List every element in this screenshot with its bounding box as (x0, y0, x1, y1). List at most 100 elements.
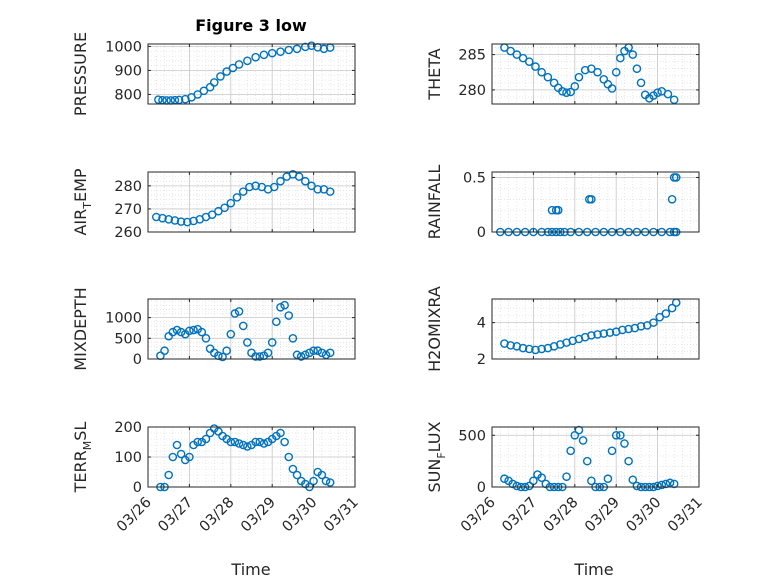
theta-point (628, 50, 638, 59)
air_temp-point (183, 217, 192, 227)
mixdepth-point (234, 307, 244, 316)
mixdepth-point (168, 327, 178, 337)
air_temp-point (245, 182, 254, 192)
terr_msl-point (276, 428, 285, 438)
x-tick-label: 03/31 (321, 495, 362, 536)
x-tick-label: 03/30 (280, 495, 321, 536)
mixdepth-point (301, 350, 310, 360)
theta-point (587, 64, 596, 74)
air_temp-point (226, 198, 236, 208)
air_temp-point (207, 210, 217, 219)
h2omixra-point (661, 309, 671, 318)
mixdepth-point (263, 348, 273, 358)
mixdepth-point (305, 348, 314, 358)
pressure-point (209, 78, 219, 87)
sun_flux-point (582, 456, 592, 466)
air_temp-point (301, 176, 310, 186)
sun_flux-point (512, 481, 522, 491)
axes-box (491, 171, 700, 233)
mixdepth-point (321, 350, 331, 360)
h2omixra-point (506, 341, 515, 350)
sun_flux-point (537, 473, 546, 482)
y-tick-label: 0 (477, 225, 486, 241)
axes-box (147, 171, 356, 233)
y-axis-label: THETA (425, 48, 444, 100)
mixdepth-point (172, 325, 182, 335)
theta-point (531, 62, 540, 71)
h2omixra-point (605, 328, 615, 337)
pressure-point (267, 48, 277, 58)
terr_msl-point (205, 428, 215, 438)
sun_flux-point (632, 481, 642, 491)
terr_msl-point (193, 437, 202, 447)
mixdepth-point (218, 352, 227, 362)
sun_flux-point (574, 425, 584, 435)
h2omixra-point (671, 298, 681, 307)
mixdepth-point (226, 329, 236, 339)
sun_flux-point (653, 481, 662, 491)
mixdepth-point (276, 302, 285, 312)
theta-point (543, 72, 553, 82)
pressure-point (319, 44, 329, 54)
y-tick-label: 260 (114, 225, 142, 241)
terr_msl-point (255, 437, 265, 447)
theta-point (632, 64, 642, 74)
mixdepth-point (189, 325, 198, 335)
terr_msl-point (292, 470, 302, 480)
pressure-point (292, 44, 302, 54)
pressure-point (251, 52, 260, 62)
air_temp-point (151, 212, 161, 222)
subplot-air_temp: 260 270 280 AIRTEMP (71, 168, 356, 241)
y-tick-label: 4 (477, 316, 486, 332)
pressure-point (199, 86, 209, 96)
theta-point (512, 50, 522, 59)
mixdepth-point (201, 334, 211, 343)
terr_msl-point (234, 439, 244, 448)
pressure-point (259, 50, 269, 60)
h2omixra-point (537, 344, 546, 354)
terr_msl-point (243, 442, 252, 451)
theta-point (549, 78, 559, 88)
mixdepth-point (272, 317, 281, 327)
air_temp-point (232, 193, 242, 202)
sun_flux-point (616, 430, 625, 440)
y-axis-label: TERRMSL (71, 422, 94, 494)
y-axis-label: MIXDEPTH (71, 287, 90, 370)
mixdepth-point (255, 352, 265, 361)
mixdepth-point (309, 346, 318, 356)
sun_flux-point (611, 430, 621, 440)
y-tick-label: 0 (477, 480, 486, 496)
mixdepth-point (280, 300, 289, 310)
y-axis-label: RAINFALL (425, 165, 444, 240)
h2omixra-point (636, 321, 646, 331)
pressure-point (193, 90, 202, 99)
y-tick-label: 800 (114, 87, 142, 103)
y-axis-label: PRESSURE (71, 32, 90, 116)
pressure-point (222, 67, 231, 76)
mixdepth-point (238, 321, 248, 331)
theta-point (574, 72, 584, 82)
sun_flux-point (665, 478, 675, 488)
theta-point (566, 87, 575, 97)
sun_flux-point (524, 481, 534, 491)
rainfall-point (547, 205, 557, 215)
y-tick-label: 280 (114, 179, 142, 195)
y-tick-label: 500 (458, 428, 486, 444)
figure-title: Figure 3 low (195, 16, 307, 35)
x-tick-label: 03/30 (624, 495, 665, 536)
h2omixra-point (593, 330, 602, 339)
terr_msl-point (164, 470, 173, 480)
sun_flux-point (620, 439, 629, 448)
rainfall-point (667, 194, 677, 204)
mixdepth-point (251, 352, 260, 361)
mixdepth-point (205, 344, 215, 353)
mixdepth-point (230, 309, 240, 318)
sun_flux-point (607, 446, 617, 456)
theta-point (616, 53, 625, 63)
y-axis-label: AIRTEMP (71, 168, 94, 235)
pressure-point (234, 60, 244, 69)
subplot-theta: 280 285 THETA (425, 43, 700, 105)
y-tick-label: 900 (114, 63, 142, 79)
pressure-point (284, 45, 294, 55)
